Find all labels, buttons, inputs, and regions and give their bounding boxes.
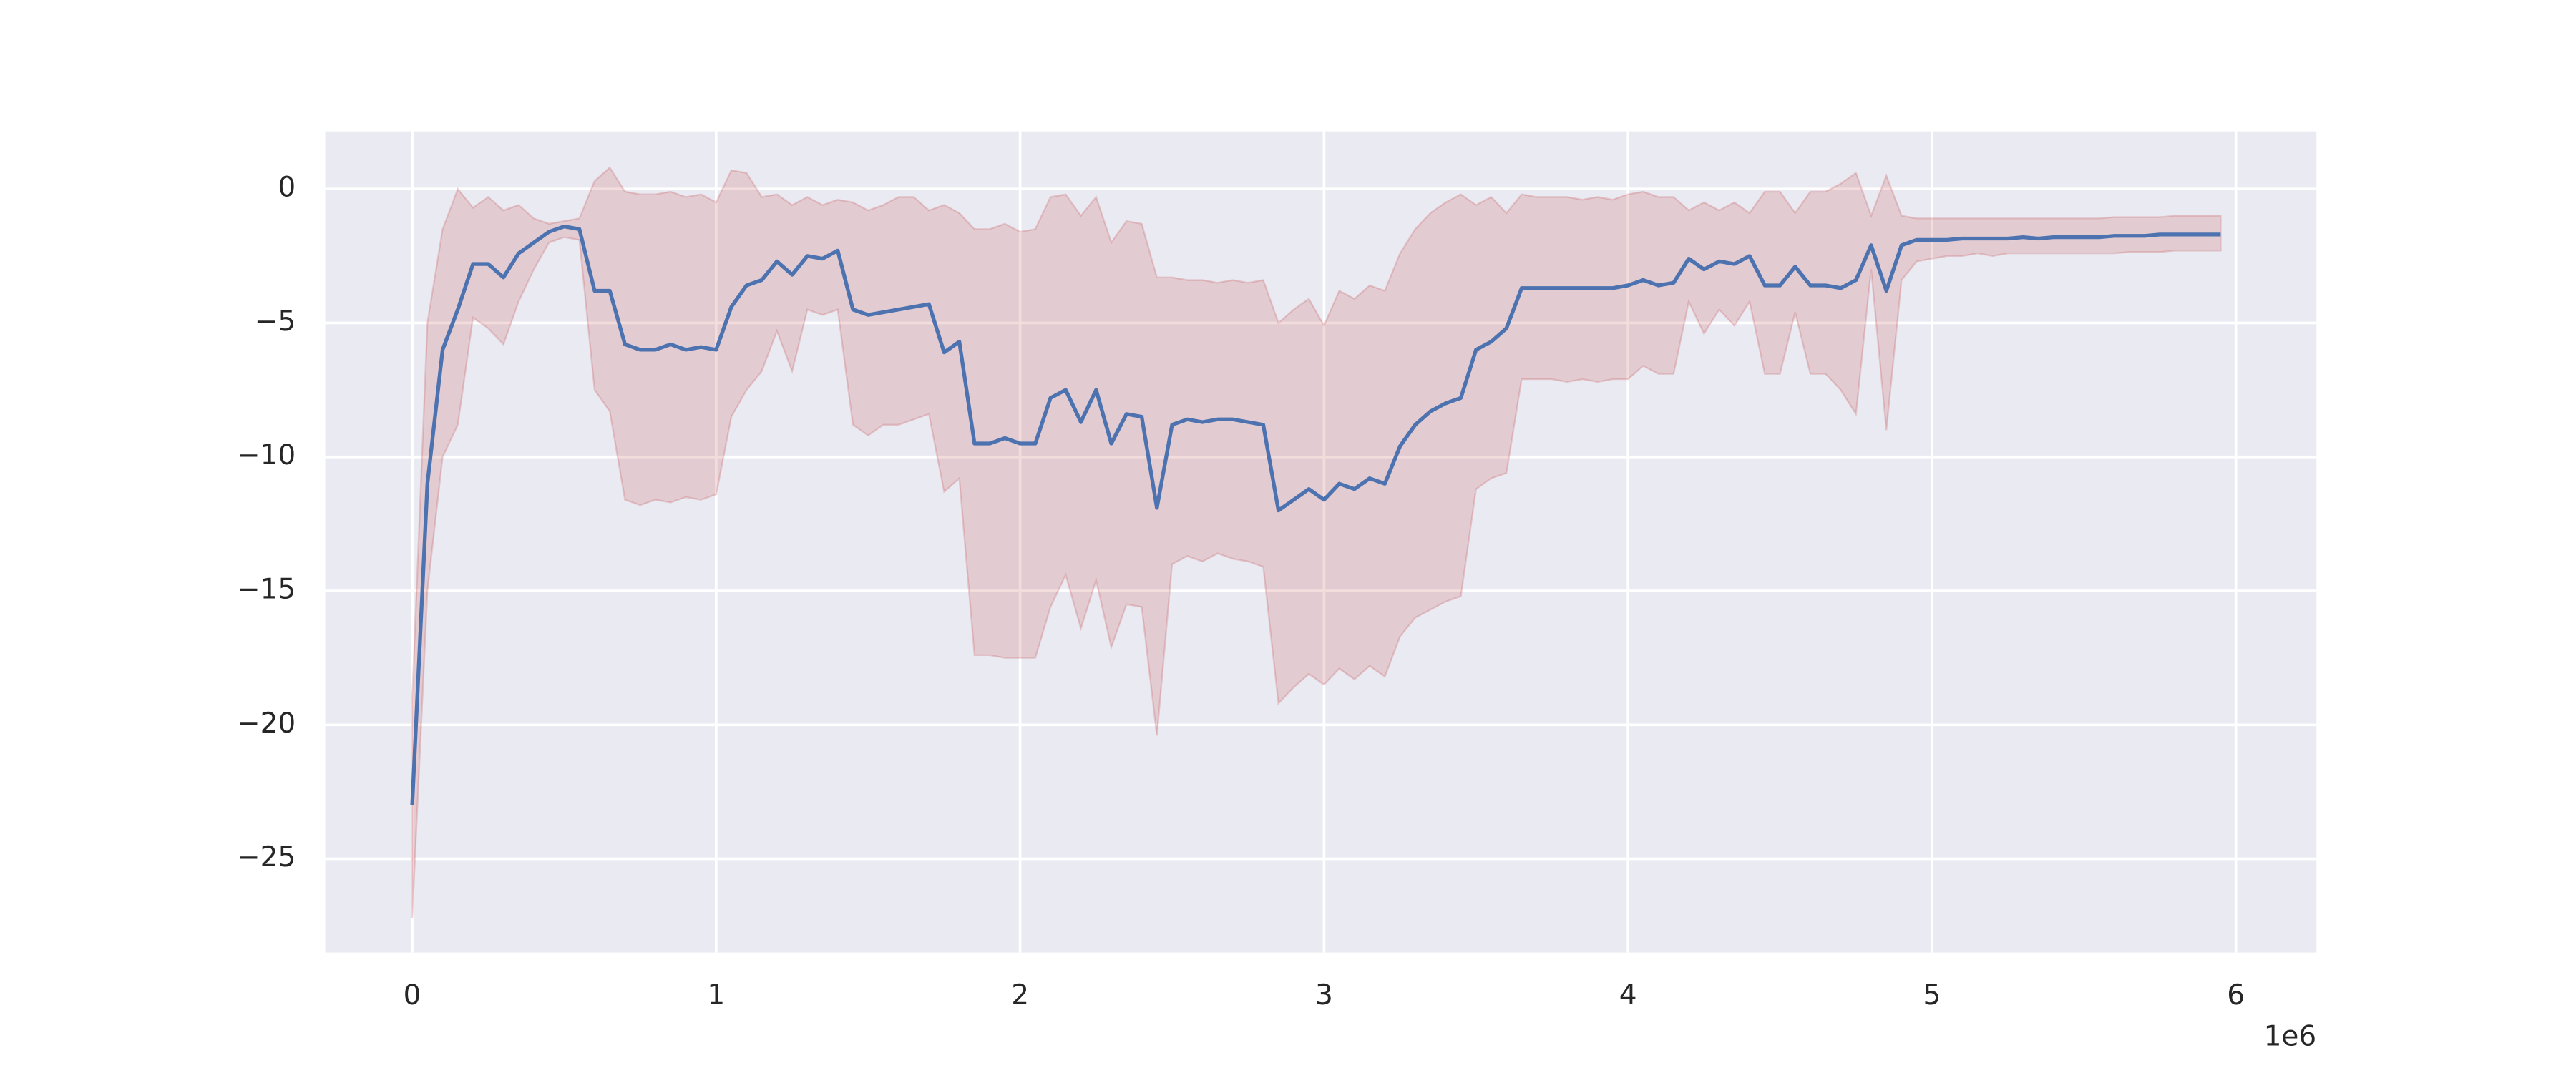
y-tick-label: −5 [255,305,296,338]
y-tick-label: 0 [278,172,296,204]
error-band [411,166,2222,918]
y-tick-label: −25 [237,841,296,873]
x-tick-label: 1 [707,979,725,1011]
labels: −25 −20 −15 −10 −5 0 0 1 2 3 4 5 6 [237,172,2245,1011]
y-tick-label: −10 [237,439,296,471]
marks [410,166,2222,918]
plot-area [325,131,2317,953]
y-tick-label: −15 [237,574,296,606]
x-offset-label: 1e6 [2264,1021,2317,1053]
x-tick-label: 2 [1011,979,1029,1011]
x-tick-label: 3 [1315,979,1333,1011]
x-tick-label: 5 [1923,979,1941,1011]
line [410,224,2221,805]
x-tick-label: 6 [2227,979,2245,1011]
x-tick-label: 0 [404,979,421,1011]
grid [325,131,2317,953]
x-tick-label: 4 [1619,979,1637,1011]
y-tick-label: −20 [237,707,296,740]
